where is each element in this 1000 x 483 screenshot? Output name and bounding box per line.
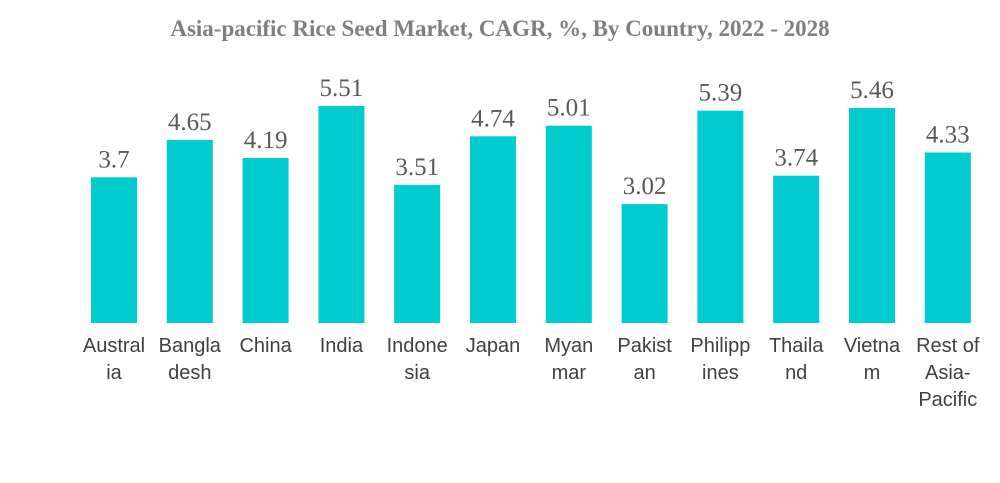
- category-label: India: [320, 335, 364, 357]
- data-label: 3.51: [395, 154, 439, 181]
- bar: [166, 139, 213, 323]
- category-label: China: [239, 335, 292, 357]
- category-label: Philipp ines: [690, 335, 750, 384]
- category-label: Myan mar: [544, 335, 593, 384]
- category-label: Vietna m: [844, 335, 901, 384]
- bar: [318, 106, 365, 323]
- category-label: Pakist an: [617, 335, 672, 384]
- data-label: 4.65: [168, 109, 212, 136]
- category-label: Bangla desh: [159, 335, 222, 384]
- bar: [773, 175, 820, 323]
- data-label: 4.33: [926, 122, 970, 149]
- bar: [545, 125, 592, 323]
- data-label: 5.46: [850, 77, 894, 104]
- data-label: 4.19: [244, 127, 288, 154]
- bar: [621, 204, 668, 323]
- data-label: 5.01: [547, 95, 591, 122]
- bar: [91, 177, 137, 323]
- data-label: 5.39: [699, 80, 743, 107]
- category-label: Rest of Asia-Pacific: [916, 335, 980, 411]
- bar: [394, 184, 441, 323]
- bar: [849, 108, 895, 323]
- data-label: 3.02: [623, 173, 667, 200]
- chart-title: Asia-pacific Rice Seed Market, CAGR, %, …: [170, 16, 830, 41]
- bar: [470, 136, 516, 323]
- data-label: 4.74: [471, 105, 515, 132]
- bar: [242, 158, 289, 323]
- category-label: Indone sia: [387, 335, 448, 384]
- category-label: Thaila nd: [769, 335, 824, 384]
- category-label: Japan: [466, 335, 521, 357]
- data-label: 3.7: [98, 146, 129, 173]
- bar: [924, 152, 971, 323]
- bar: [697, 110, 744, 323]
- category-label: Austral ia: [83, 335, 145, 384]
- data-label: 3.74: [774, 145, 818, 172]
- data-label: 5.51: [320, 75, 364, 102]
